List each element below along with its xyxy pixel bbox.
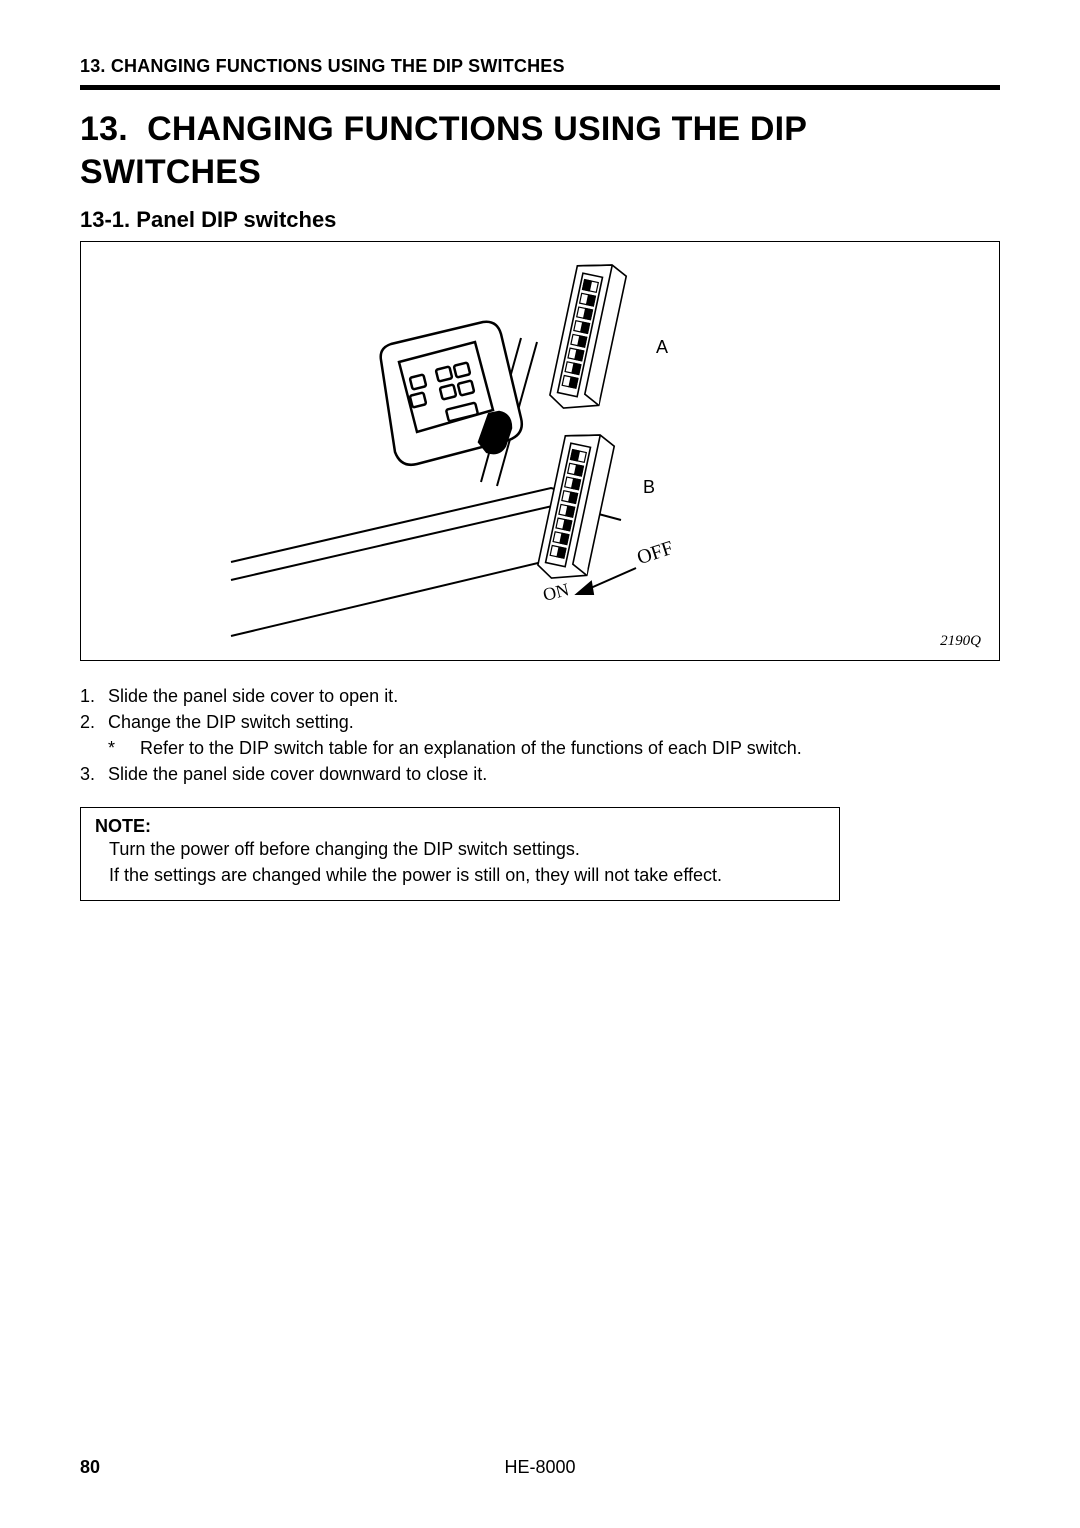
page-number: 80 bbox=[80, 1457, 140, 1478]
page-footer: 80 HE-8000 bbox=[80, 1457, 1000, 1478]
step-2-number: 2. bbox=[80, 709, 108, 735]
section-title: 13-1. Panel DIP switches bbox=[80, 207, 1000, 233]
step-2-sub-text: Refer to the DIP switch table for an exp… bbox=[140, 735, 802, 761]
step-1-number: 1. bbox=[80, 683, 108, 709]
chapter-title: 13. CHANGING FUNCTIONS USING THE DIP SWI… bbox=[80, 108, 1000, 193]
figure-code: 2190Q bbox=[940, 633, 981, 650]
step-3-number: 3. bbox=[80, 761, 108, 787]
steps-list: 1. Slide the panel side cover to open it… bbox=[80, 683, 1000, 787]
note-box: NOTE: Turn the power off before changing… bbox=[80, 807, 840, 900]
step-3: 3. Slide the panel side cover downward t… bbox=[80, 761, 1000, 787]
step-2-text: Change the DIP switch setting. bbox=[108, 709, 354, 735]
chapter-title-line1: CHANGING FUNCTIONS USING THE DIP bbox=[147, 110, 807, 148]
step-1: 1. Slide the panel side cover to open it… bbox=[80, 683, 1000, 709]
chapter-title-line2: SWITCHES bbox=[80, 153, 261, 191]
chapter-number: 13. bbox=[80, 110, 128, 148]
figure-label-a: A bbox=[656, 337, 668, 358]
step-2-sub-mark: * bbox=[108, 735, 140, 761]
step-3-text: Slide the panel side cover downward to c… bbox=[108, 761, 487, 787]
figure-box: A B OFF ON 2190Q bbox=[80, 241, 1000, 661]
model-number: HE-8000 bbox=[504, 1457, 575, 1478]
dip-switch-diagram bbox=[81, 242, 1001, 662]
step-2-sub: * Refer to the DIP switch table for an e… bbox=[80, 735, 1000, 761]
page: 13. CHANGING FUNCTIONS USING THE DIP SWI… bbox=[0, 0, 1080, 1528]
note-body: Turn the power off before changing the D… bbox=[95, 837, 825, 887]
note-title: NOTE: bbox=[95, 816, 825, 837]
note-line-1: Turn the power off before changing the D… bbox=[109, 837, 825, 862]
running-header: 13. CHANGING FUNCTIONS USING THE DIP SWI… bbox=[80, 56, 1000, 90]
step-1-text: Slide the panel side cover to open it. bbox=[108, 683, 398, 709]
step-2: 2. Change the DIP switch setting. bbox=[80, 709, 1000, 735]
section-number: 13-1. bbox=[80, 207, 130, 232]
note-line-2: If the settings are changed while the po… bbox=[109, 863, 825, 888]
section-name: Panel DIP switches bbox=[136, 207, 336, 232]
figure-label-b: B bbox=[643, 477, 655, 498]
